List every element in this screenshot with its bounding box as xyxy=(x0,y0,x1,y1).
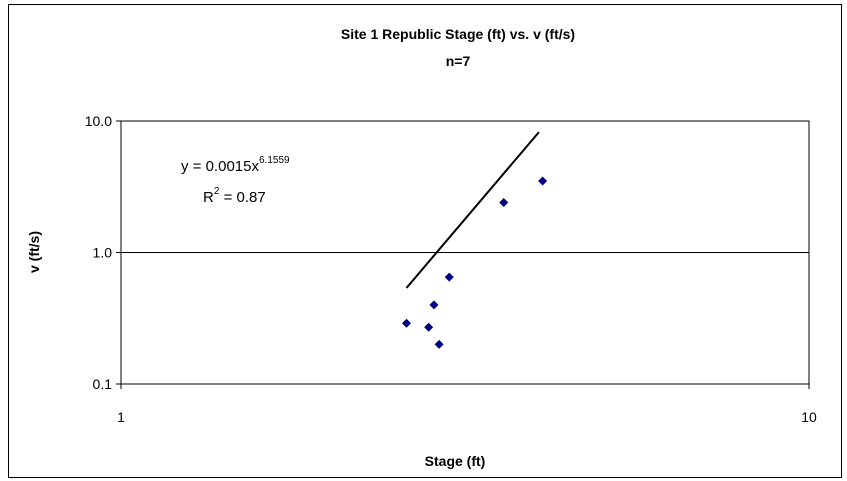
x-axis-title: Stage (ft) xyxy=(425,453,486,469)
data-points xyxy=(402,176,548,349)
chart-subtitle: n=7 xyxy=(446,53,471,69)
y-tick-label: 1.0 xyxy=(93,245,113,261)
trendline-layer xyxy=(405,131,540,289)
x-tick-label: 10 xyxy=(801,409,817,425)
x-tick-label: 1 xyxy=(117,409,125,425)
data-point xyxy=(538,176,548,186)
power-trendline xyxy=(405,131,540,289)
r-squared-label: R2 = 0.87 xyxy=(203,186,266,206)
chart-area xyxy=(8,4,842,478)
y-axis-title: v (ft/s) xyxy=(26,231,42,273)
data-point xyxy=(424,322,434,332)
data-point xyxy=(402,318,412,328)
y-tick-label: 0.1 xyxy=(93,376,113,392)
axis-ticks: 0.1 1.0 10.0 1 10 xyxy=(85,113,817,425)
data-point xyxy=(444,272,454,282)
trendline-equation: y = 0.0015x6.1559 xyxy=(181,155,290,175)
chart-title: Site 1 Republic Stage (ft) vs. v (ft/s) xyxy=(341,26,575,42)
data-point xyxy=(499,198,509,208)
data-point xyxy=(429,300,439,310)
y-tick-label: 10.0 xyxy=(85,113,112,129)
data-point xyxy=(434,339,444,349)
